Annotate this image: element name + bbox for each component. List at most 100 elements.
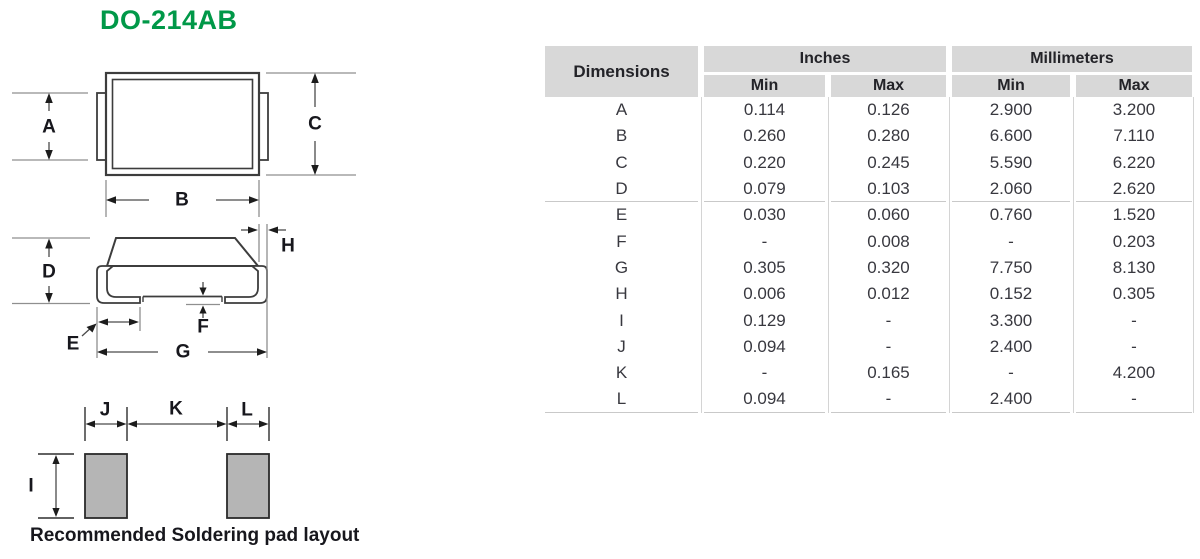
column-separator <box>828 97 829 413</box>
cell-inches-min: 0.079 <box>704 176 825 203</box>
cell-mm-min: 0.152 <box>989 284 1033 304</box>
cell-mm-max: 7.110 <box>1113 126 1155 146</box>
table-row: D 0.079 0.103 2.060 2.620 <box>545 176 1192 203</box>
top-view-drawing <box>12 71 356 217</box>
table-header: Dimensions Inches Millimeters Min Max Mi… <box>545 46 1192 97</box>
cell-inches-max: 0.245 <box>867 152 910 172</box>
cell-mm-min: 7.750 <box>989 257 1033 277</box>
pad-layout-caption: Recommended Soldering pad layout <box>30 525 360 546</box>
cell-dimension: A <box>615 100 628 120</box>
pad-layout-drawing <box>38 407 270 519</box>
cell-inches-max: 0.165 <box>867 363 910 383</box>
header-mm-min: Min <box>952 75 1070 97</box>
cell-dimension: D <box>545 176 698 203</box>
cell-mm-min: 2.400 <box>952 386 1070 413</box>
table-row: I 0.129 - 3.300 - <box>545 307 1192 333</box>
cell-inches-min: 0.129 <box>743 310 786 330</box>
cell-dimension: I <box>619 310 624 330</box>
side-view-drawing <box>12 224 286 358</box>
cell-mm-min: 0.760 <box>989 205 1033 225</box>
cell-mm-min: - <box>1008 231 1014 251</box>
cell-inches-max: 0.012 <box>867 284 910 304</box>
dim-label-i: I <box>28 475 34 497</box>
table-row: G 0.305 0.320 7.750 8.130 <box>545 255 1192 281</box>
cell-inches-min: 0.114 <box>743 100 786 120</box>
column-separator <box>1073 97 1074 413</box>
dim-label-d: D <box>42 261 56 283</box>
cell-mm-max: 0.305 <box>1112 284 1156 304</box>
cell-inches-min: - <box>761 231 768 251</box>
dim-label-k: K <box>169 398 183 420</box>
table-row: L 0.094 - 2.400 - <box>545 386 1192 413</box>
table-row: B 0.260 0.280 6.600 7.110 <box>545 123 1192 149</box>
package-drawings <box>12 71 356 519</box>
table-row: C 0.220 0.245 5.590 6.220 <box>545 150 1192 176</box>
cell-mm-max: 0.203 <box>1112 231 1156 251</box>
table-row: A 0.114 0.126 2.900 3.200 <box>545 97 1192 123</box>
cell-mm-max: 3.200 <box>1112 100 1156 120</box>
dim-label-e: E <box>66 333 80 355</box>
column-separator <box>1193 97 1194 413</box>
cell-dimension: C <box>615 152 628 172</box>
cell-mm-min: 2.400 <box>989 336 1033 356</box>
cell-mm-min: 6.600 <box>989 126 1033 146</box>
header-inches-min: Min <box>704 75 825 97</box>
cell-inches-min: 0.006 <box>743 284 786 304</box>
cell-mm-max: 6.220 <box>1112 152 1156 172</box>
cell-inches-max: 0.320 <box>867 257 910 277</box>
cell-mm-max: 2.620 <box>1076 176 1192 203</box>
cell-mm-max: - <box>1131 310 1137 330</box>
cell-inches-min: 0.030 <box>743 205 786 225</box>
table-body: A 0.114 0.126 2.900 3.200 B 0.260 0.280 … <box>545 97 1194 413</box>
cell-dimension: E <box>615 205 628 225</box>
column-separator <box>949 97 950 413</box>
header-dimensions: Dimensions <box>545 46 698 97</box>
cell-mm-max: 8.130 <box>1112 257 1156 277</box>
cell-dimension: J <box>617 336 626 356</box>
cell-inches-max: 0.060 <box>867 205 910 225</box>
table-row: E 0.030 0.060 0.760 1.520 <box>545 202 1192 228</box>
header-group-millimeters: Millimeters <box>952 46 1192 72</box>
cell-dimension: L <box>545 386 698 413</box>
cell-mm-max: 1.520 <box>1112 205 1156 225</box>
cell-inches-max: 0.103 <box>831 176 946 203</box>
cell-dimension: G <box>614 257 629 277</box>
cell-dimension: K <box>615 363 628 383</box>
table-row: F - 0.008 - 0.203 <box>545 228 1192 254</box>
cell-inches-max: - <box>831 386 946 413</box>
dim-label-j: J <box>99 399 111 421</box>
cell-inches-min: 0.094 <box>704 386 825 413</box>
table-row: H 0.006 0.012 0.152 0.305 <box>545 281 1192 307</box>
dimensions-table: Dimensions Inches Millimeters Min Max Mi… <box>545 46 1194 413</box>
cell-inches-max: 0.126 <box>867 100 910 120</box>
dim-label-h: H <box>281 235 295 257</box>
cell-inches-min: - <box>761 363 768 383</box>
cell-inches-min: 0.260 <box>743 126 786 146</box>
cell-inches-min: 0.305 <box>743 257 786 277</box>
cell-inches-max: - <box>885 336 892 356</box>
cell-inches-min: 0.220 <box>743 152 786 172</box>
cell-mm-min: 5.590 <box>989 152 1033 172</box>
table-row: K - 0.165 - 4.200 <box>545 360 1192 386</box>
cell-mm-min: 2.900 <box>989 100 1033 120</box>
cell-inches-max: - <box>885 310 892 330</box>
cell-mm-max: - <box>1131 336 1137 356</box>
cell-mm-min: 2.060 <box>952 176 1070 203</box>
cell-inches-max: 0.008 <box>867 231 910 251</box>
column-separator <box>701 97 702 413</box>
cell-dimension: H <box>615 284 628 304</box>
header-mm-max: Max <box>1076 75 1192 97</box>
dim-label-b: B <box>175 189 189 211</box>
table-row: J 0.094 - 2.400 - <box>545 334 1192 360</box>
dim-label-a: A <box>42 116 56 138</box>
cell-inches-min: 0.094 <box>743 336 786 356</box>
cell-mm-min: - <box>1008 363 1014 383</box>
cell-dimension: F <box>616 231 627 251</box>
header-inches-max: Max <box>831 75 946 97</box>
cell-inches-max: 0.280 <box>867 126 910 146</box>
header-group-inches: Inches <box>704 46 946 72</box>
package-title: DO-214AB <box>100 5 238 35</box>
cell-mm-max: - <box>1076 386 1192 413</box>
cell-mm-min: 3.300 <box>989 310 1033 330</box>
